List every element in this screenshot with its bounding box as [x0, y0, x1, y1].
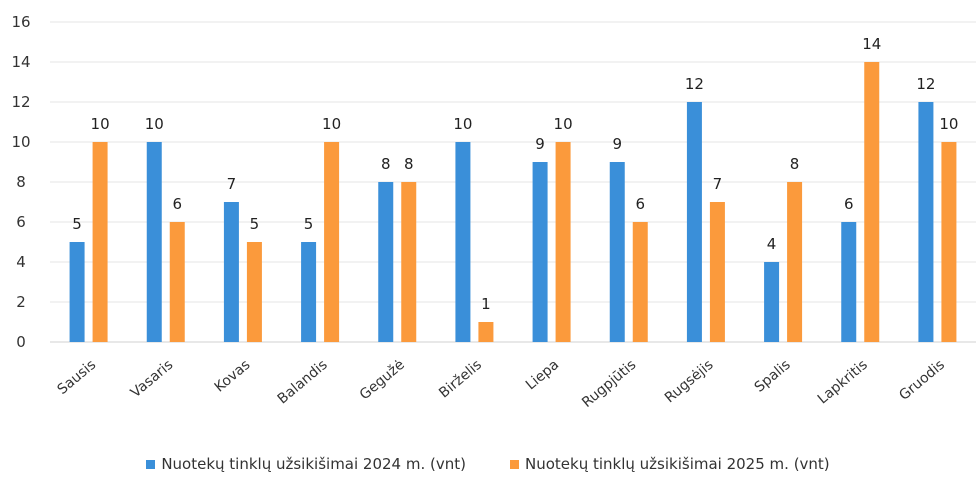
- legend-swatch-2024: [146, 459, 156, 469]
- data-label-2024: 6: [844, 195, 854, 213]
- data-label-2024: 8: [381, 155, 391, 173]
- data-label-2024: 10: [145, 115, 164, 133]
- x-axis: Sausis Vasaris Kovas Balandis Gegužė Birželis…: [55, 357, 948, 411]
- data-label-2024: 7: [227, 175, 237, 193]
- x-tick-label: Rugpjūtis: [579, 357, 639, 411]
- bar-2025-Birželis: [478, 322, 494, 342]
- data-label-2025: 5: [250, 215, 260, 233]
- x-tick-label: Liepa: [523, 357, 562, 394]
- legend: Nuotekų tinklų užsikišimai 2024 m. (vnt)…: [0, 452, 976, 476]
- y-tick-label: 12: [11, 93, 30, 111]
- bar-2024-Balandis: [301, 242, 317, 342]
- x-tick-label: Gegužė: [357, 357, 408, 403]
- data-label-2025: 10: [554, 115, 573, 133]
- x-tick-label: Gruodis: [896, 357, 948, 404]
- bar-2025-Balandis: [324, 142, 340, 342]
- x-tick-label: Balandis: [275, 357, 331, 408]
- data-label-2025: 10: [91, 115, 110, 133]
- bar-2025-Vasaris: [169, 222, 185, 342]
- x-tick-label: Kovas: [212, 357, 254, 396]
- y-axis: 0 2 4 6 8 10 12 14 16: [11, 13, 30, 351]
- data-label-2025: 7: [713, 175, 723, 193]
- data-label-2025: 14: [862, 35, 881, 53]
- bar-2024-Rugpjūtis: [609, 162, 625, 342]
- x-tick-label: Lapkritis: [815, 357, 871, 408]
- legend-label-2025: Nuotekų tinklų užsikišimai 2025 m. (vnt): [525, 455, 830, 473]
- bar-2024-Birželis: [455, 142, 471, 342]
- data-label-2024: 10: [453, 115, 472, 133]
- x-tick-label: Spalis: [752, 357, 794, 396]
- data-label-2025: 6: [172, 195, 182, 213]
- bar-2025-Kovas: [246, 242, 262, 342]
- bar-2025-Gruodis: [941, 142, 957, 342]
- data-label-2025: 10: [322, 115, 341, 133]
- bar-2024-Rugsėjis: [686, 102, 702, 342]
- bar-2025-Rugsėjis: [709, 202, 725, 342]
- data-label-2024: 12: [916, 75, 935, 93]
- y-tick-label: 4: [16, 253, 26, 271]
- bar-2024-Kovas: [223, 202, 239, 342]
- data-label-2025: 8: [790, 155, 800, 173]
- bar-2025-Liepa: [555, 142, 571, 342]
- data-label-2024: 9: [612, 135, 622, 153]
- data-label-2024: 9: [535, 135, 545, 153]
- data-label-2024: 12: [685, 75, 704, 93]
- bar-2024-Vasaris: [146, 142, 162, 342]
- data-label-2024: 5: [72, 215, 82, 233]
- bar-2024-Liepa: [532, 162, 548, 342]
- legend-item-2024: Nuotekų tinklų užsikišimai 2024 m. (vnt): [146, 455, 466, 473]
- x-tick-label: Vasaris: [128, 357, 177, 401]
- bar-2024-Gruodis: [918, 102, 934, 342]
- y-tick-label: 16: [11, 13, 30, 31]
- bars: [69, 62, 957, 342]
- x-tick-label: Rugsėjis: [662, 357, 717, 406]
- y-tick-label: 14: [11, 53, 30, 71]
- bar-2024-Lapkritis: [841, 222, 857, 342]
- bar-2025-Sausis: [92, 142, 108, 342]
- bar-2024-Gegužė: [378, 182, 394, 342]
- x-tick-label: Birželis: [436, 357, 485, 402]
- data-label-2025: 1: [481, 295, 491, 313]
- data-label-2024: 4: [767, 235, 777, 253]
- x-tick-label: Sausis: [55, 357, 100, 398]
- legend-swatch-2025: [510, 459, 519, 469]
- data-label-2024: 5: [304, 215, 314, 233]
- bar-2025-Gegužė: [401, 182, 417, 342]
- data-label-2025: 10: [939, 115, 958, 133]
- data-label-2025: 6: [635, 195, 645, 213]
- bar-2024-Spalis: [764, 262, 780, 342]
- bar-2024-Sausis: [69, 242, 85, 342]
- data-label-2025: 8: [404, 155, 414, 173]
- legend-item-2025: Nuotekų tinklų užsikišimai 2025 m. (vnt): [510, 455, 830, 473]
- grid-lines: [50, 21, 976, 343]
- bar-2025-Spalis: [787, 182, 803, 342]
- bar-2025-Lapkritis: [864, 62, 880, 342]
- y-tick-label: 6: [16, 213, 26, 231]
- y-tick-label: 8: [16, 173, 26, 191]
- y-tick-label: 2: [16, 293, 26, 311]
- y-tick-label: 10: [11, 133, 30, 151]
- bar-2025-Rugpjūtis: [632, 222, 648, 342]
- legend-label-2024: Nuotekų tinklų užsikišimai 2024 m. (vnt): [161, 455, 466, 473]
- y-tick-label: 0: [16, 333, 26, 351]
